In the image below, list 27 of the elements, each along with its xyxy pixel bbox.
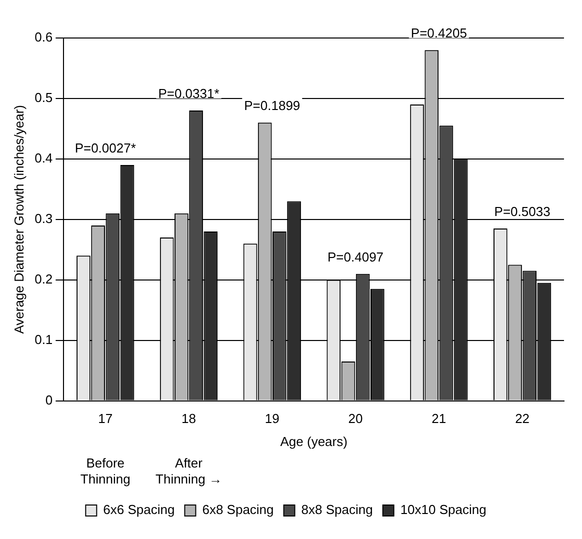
x-axis-title: Age (years) bbox=[280, 434, 348, 449]
annotation: P=0.4205 bbox=[410, 26, 467, 41]
x-tick-label: 20 bbox=[348, 411, 363, 426]
legend-label: 8x8 Spacing bbox=[301, 502, 373, 518]
y-tick-label: 0 bbox=[45, 392, 53, 408]
x-tick-label: 21 bbox=[432, 411, 446, 426]
x-tick-label: 22 bbox=[515, 411, 530, 426]
annotation: P=0.5033 bbox=[494, 204, 550, 220]
y-tick-label: 0.3 bbox=[34, 210, 53, 226]
y-tick-label: 0.2 bbox=[34, 271, 53, 286]
text: After Thinning → bbox=[156, 456, 222, 487]
y-axis-title: Average Diameter Growth (inches/year) bbox=[11, 105, 26, 334]
x-tick-label: 18 bbox=[182, 411, 196, 426]
y-tick-label: 0.4 bbox=[34, 150, 53, 166]
legend-label: 10x10 Spacing bbox=[400, 502, 486, 518]
legend-label: 6x6 Spacing bbox=[103, 502, 175, 518]
text: Before Thinning bbox=[80, 456, 130, 487]
x-tick-label: 17 bbox=[98, 411, 113, 426]
y-tick-label: 0.6 bbox=[34, 30, 53, 45]
annotation: P=0.0027* bbox=[74, 140, 136, 156]
y-tick-label: 0.5 bbox=[34, 90, 53, 106]
annotation: P=0.1899 bbox=[244, 98, 300, 114]
legend-label: 6x8 Spacing bbox=[202, 502, 274, 518]
annotation: P=0.4097 bbox=[328, 249, 384, 264]
annotation: P=0.0331* bbox=[158, 86, 220, 102]
x-tick-label: 19 bbox=[264, 411, 280, 426]
y-tick-label: 0.1 bbox=[34, 332, 53, 347]
